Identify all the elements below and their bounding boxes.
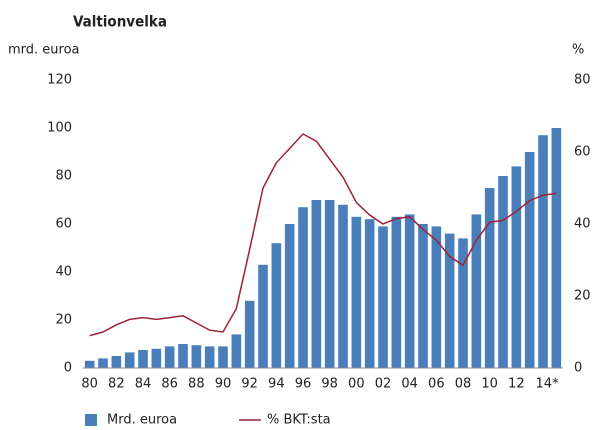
x-tick-label: 90 [215,377,232,392]
bar [524,152,535,368]
y-tick-label: 0 [64,361,72,376]
bar [458,238,468,368]
bar [351,216,362,368]
y-tick-label: 80 [55,169,72,184]
x-tick-label: 84 [135,377,152,392]
bar [551,128,562,368]
line [89,133,557,337]
bar [164,346,175,368]
bar [284,224,295,368]
x-tick-label: 02 [375,377,392,392]
legend-label: Mrd. euroa [107,413,177,428]
bar [298,207,308,368]
bar [418,224,428,368]
y2-tick-label: 40 [574,217,591,232]
x-tick-label: 82 [108,377,125,392]
bar [364,219,375,368]
bar [204,346,215,368]
bar [338,204,348,368]
bar [138,350,148,368]
bar [191,345,202,368]
x-tick-label: 04 [401,377,418,392]
y-axis-label: mrd. euroa [8,43,80,58]
y-tick-label: 40 [55,265,72,280]
x-tick-label: 08 [455,377,472,392]
y-tick-label: 120 [47,73,72,88]
chart-title: Valtionvelka [73,13,167,31]
bar [271,243,282,368]
x-tick-label: 80 [81,377,98,392]
y2-tick-label: 60 [574,145,591,160]
bar [431,226,442,368]
bar [98,358,108,368]
x-tick-label: 96 [295,377,312,392]
y-tick-label: 20 [55,313,72,328]
bar [471,214,482,368]
y2-tick-label: 0 [574,361,582,376]
bar [311,200,322,368]
x-tick-label: 00 [348,377,365,392]
y-tick-label: 100 [47,121,72,136]
x-tick-label: 88 [188,377,205,392]
bar [151,348,162,368]
y2-tick-label: 20 [574,289,591,304]
x-tick-label: 10 [481,377,498,392]
legend-label: % BKT:sta [267,413,331,428]
bar [258,264,268,368]
x-tick-label: 94 [268,377,285,392]
x-tick-label: 06 [428,377,445,392]
x-tick-label: 92 [241,377,258,392]
bar [404,214,415,368]
bar [124,352,135,368]
bar [444,233,455,368]
bar [111,356,122,368]
x-tick-label: 98 [321,377,338,392]
y2-tick-label: 80 [574,73,591,88]
bar [218,346,228,368]
bar [231,334,242,368]
bar [84,360,95,368]
y-tick-label: 60 [55,217,72,232]
bar [498,176,508,368]
bar [538,135,548,368]
x-tick-label: 14* [535,377,559,392]
bar [484,188,495,368]
bar [324,200,335,368]
bar [244,300,255,368]
legend-swatch [85,414,97,426]
bar [391,216,402,368]
bar [378,226,388,368]
x-tick-label: 86 [161,377,178,392]
x-tick-label: 12 [508,377,525,392]
bar [511,166,522,368]
y2-axis-label: % [572,43,584,58]
bar [178,344,188,368]
